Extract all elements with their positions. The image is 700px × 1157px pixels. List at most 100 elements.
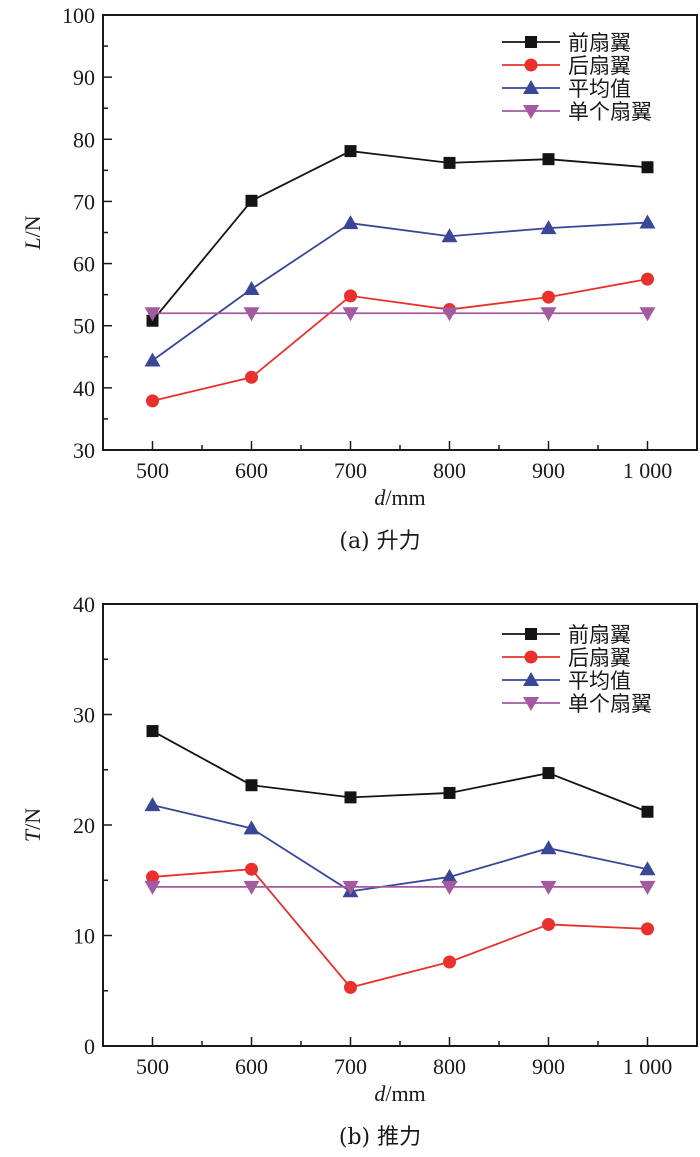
y-tick-label: 30 <box>73 438 95 463</box>
data-point-single <box>540 880 557 895</box>
x-tick-label: 800 <box>433 458 466 483</box>
series-rear <box>146 862 654 994</box>
data-point-single <box>639 307 656 322</box>
data-point-front <box>344 145 357 158</box>
data-point-avg <box>540 840 557 855</box>
y-tick-label: 70 <box>73 189 95 214</box>
x-tick-label: 600 <box>235 1054 268 1079</box>
series-line-rear <box>152 278 648 402</box>
legend-marker-front <box>525 628 537 640</box>
data-point-single <box>342 307 359 322</box>
legend-label: 平均值 <box>568 77 631 101</box>
data-point-rear <box>641 272 654 286</box>
series-single <box>144 880 656 895</box>
series-single <box>144 307 656 322</box>
series-line-rear <box>152 868 648 989</box>
x-axis-label: d/mm <box>374 1081 425 1106</box>
legend-marker-rear <box>524 650 538 664</box>
data-point-rear <box>542 290 555 304</box>
y-tick-label: 90 <box>73 65 95 90</box>
series-line-front <box>151 150 648 322</box>
data-point-rear <box>146 870 159 884</box>
legend-item-rear: 后扇翼 <box>502 54 631 78</box>
data-point-rear <box>146 394 159 408</box>
y-axis-label: L/N <box>20 215 45 250</box>
data-point-single <box>441 880 458 895</box>
data-point-front <box>443 786 456 799</box>
data-point-rear <box>542 917 555 931</box>
y-tick-label: 20 <box>73 813 95 838</box>
series-line-avg <box>151 221 648 362</box>
data-point-avg <box>540 220 557 235</box>
data-point-single <box>243 307 260 322</box>
data-point-avg <box>243 281 260 296</box>
series-rear <box>146 272 654 408</box>
figure-caption: (a) 升力 <box>339 529 420 554</box>
data-point-front <box>245 779 258 792</box>
x-tick-label: 900 <box>532 1054 565 1079</box>
y-tick-label: 10 <box>73 924 95 949</box>
data-point-avg <box>639 214 656 229</box>
x-tick-label: 800 <box>433 1054 466 1079</box>
x-tick-label: 700 <box>334 1054 367 1079</box>
data-point-rear <box>641 922 654 936</box>
x-axis-label: d/mm <box>374 485 425 510</box>
series-line-avg <box>152 804 648 893</box>
legend-marker-front <box>525 36 537 48</box>
legend-marker-rear <box>524 58 538 72</box>
legend-item-single: 单个扇翼 <box>502 100 652 124</box>
figure-caption: (b) 推力 <box>339 1125 421 1150</box>
data-point-avg <box>342 215 359 230</box>
legend-label: 后扇翼 <box>568 54 631 78</box>
y-tick-label: 40 <box>73 592 95 617</box>
x-tick-label: 700 <box>334 458 367 483</box>
data-point-single <box>342 880 359 895</box>
data-point-single <box>441 307 458 322</box>
legend-label: 前扇翼 <box>568 31 631 55</box>
data-point-rear <box>344 289 357 303</box>
y-tick-label: 40 <box>73 376 95 401</box>
data-point-single <box>243 880 260 895</box>
legend-item-avg: 平均值 <box>502 669 631 693</box>
series-avg <box>144 797 656 898</box>
legend-marker-single <box>523 105 539 119</box>
data-point-avg <box>144 797 161 812</box>
legend-label: 前扇翼 <box>568 623 631 647</box>
series-avg <box>144 214 656 367</box>
legend-label: 后扇翼 <box>568 646 631 670</box>
data-point-avg <box>144 352 161 367</box>
legend-marker-single <box>523 697 539 711</box>
legend-marker-avg <box>523 80 539 94</box>
series-line-front <box>152 730 648 813</box>
data-point-front <box>443 156 456 169</box>
legend-label: 平均值 <box>568 669 631 693</box>
legend-label: 单个扇翼 <box>568 692 652 716</box>
x-tick-label: 500 <box>136 458 169 483</box>
y-tick-label: 0 <box>84 1034 95 1059</box>
data-point-front <box>641 161 654 174</box>
data-point-avg <box>639 861 656 876</box>
x-tick-label: 1 000 <box>623 458 673 483</box>
x-tick-label: 1 000 <box>623 1054 673 1079</box>
data-point-front <box>245 194 258 207</box>
data-point-single <box>639 880 656 895</box>
data-point-front <box>641 805 654 818</box>
x-tick-label: 500 <box>136 1054 169 1079</box>
data-point-front <box>542 153 555 166</box>
data-point-avg <box>243 820 260 835</box>
data-point-front <box>542 767 555 780</box>
legend-item-front: 前扇翼 <box>502 31 631 55</box>
y-tick-label: 30 <box>73 703 95 728</box>
legend-marker-avg <box>523 672 539 686</box>
data-point-front <box>344 791 357 804</box>
x-tick-label: 900 <box>532 458 565 483</box>
series-front <box>146 725 654 818</box>
data-point-rear <box>245 370 258 384</box>
x-tick-label: 600 <box>235 458 268 483</box>
y-tick-label: 60 <box>73 252 95 277</box>
data-point-rear <box>245 862 258 876</box>
thrust-chart: 0 10 20 30 40 500 600 700 800 900 1 000 d/mm T/N (b) … <box>20 592 698 1150</box>
legend-label: 单个扇翼 <box>568 100 652 124</box>
